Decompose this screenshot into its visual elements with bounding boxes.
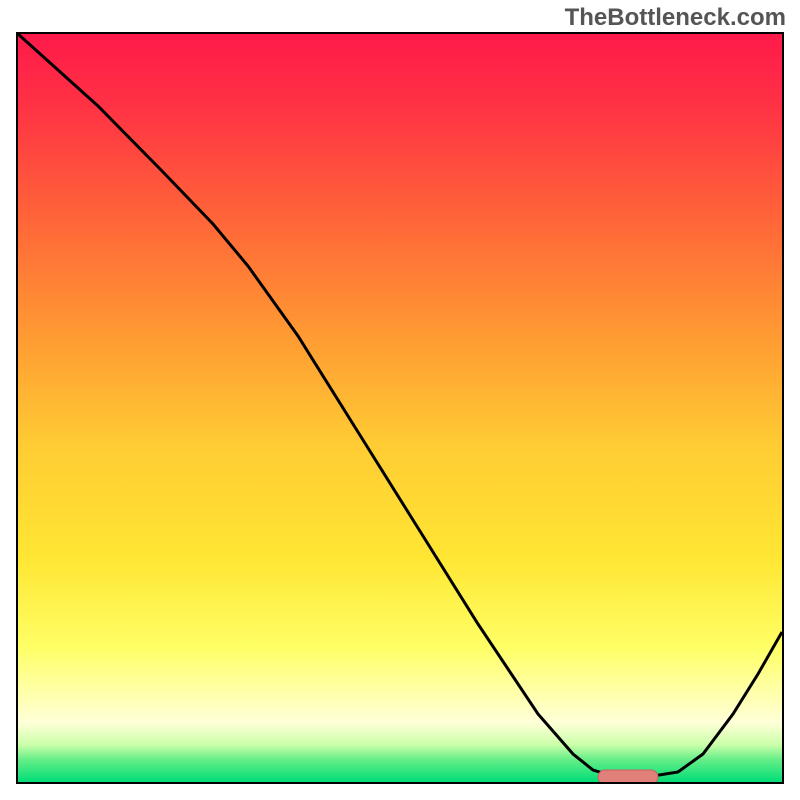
plot-frame	[16, 32, 784, 784]
gradient-background	[18, 34, 782, 782]
optimal-marker	[598, 770, 658, 782]
plot-svg	[18, 34, 782, 782]
watermark-text: TheBottleneck.com	[565, 4, 786, 32]
